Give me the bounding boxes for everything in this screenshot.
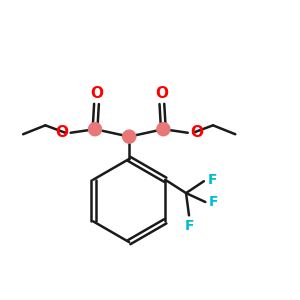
Text: O: O [55, 125, 68, 140]
Circle shape [123, 130, 136, 143]
Circle shape [157, 123, 170, 136]
Text: F: F [207, 173, 217, 187]
Text: F: F [184, 219, 194, 233]
Text: O: O [90, 86, 103, 101]
Text: F: F [209, 195, 218, 209]
Text: O: O [190, 125, 203, 140]
Circle shape [88, 123, 102, 136]
Text: O: O [155, 86, 168, 101]
